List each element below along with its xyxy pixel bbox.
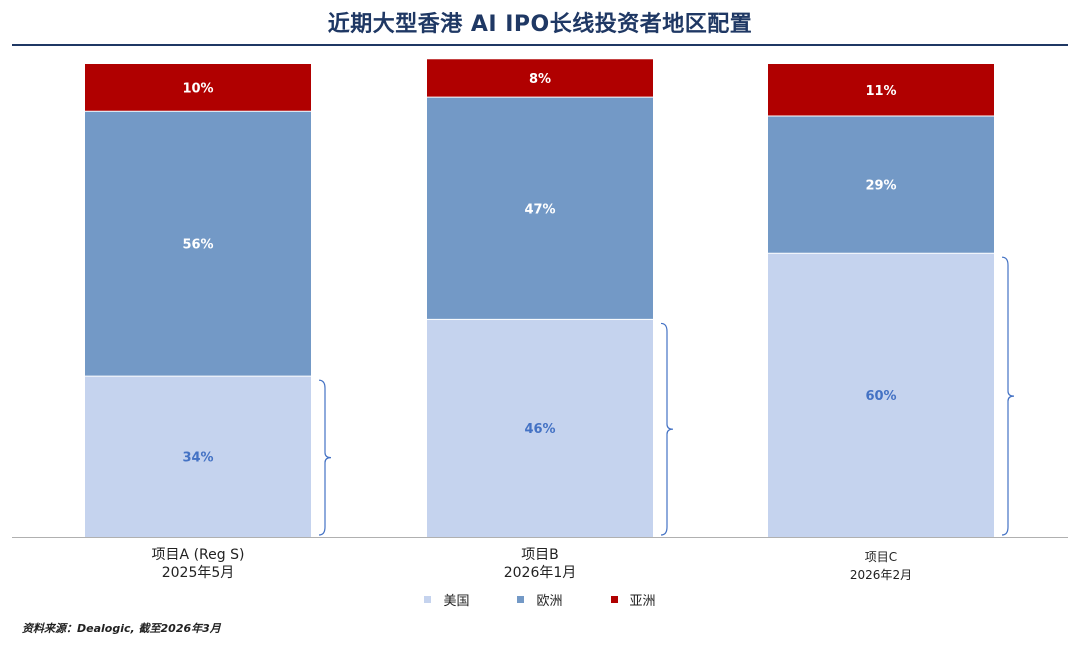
legend-swatch-europe (517, 596, 525, 603)
category-date: 2026年2月 (849, 568, 913, 582)
data-label: 8% (529, 72, 551, 87)
bar-segment-2-1 (427, 319, 653, 537)
category-name: 项目A (Reg S) (151, 547, 245, 563)
legend-swatch-asia (610, 596, 618, 603)
category-date: 2026年1月 (503, 565, 577, 581)
data-label: 47% (524, 202, 555, 217)
chart-title: 近期大型香港 AI IPO长线投资者地区配置 (327, 12, 753, 37)
legend-item-asia: 亚洲 (610, 590, 656, 609)
data-label: 60% (865, 389, 896, 404)
category-label-project-a: 项目A (Reg S) 2025年5月 (68, 546, 328, 582)
chart-legend: 美国 欧洲 亚洲 (0, 590, 1080, 609)
brace-bracket (660, 322, 674, 536)
bar-segment-3-2 (768, 116, 994, 254)
category-name: 项目B (521, 547, 559, 563)
data-label: 29% (865, 179, 896, 194)
bar-segment-2-3 (427, 59, 653, 98)
bar-segment-1-3 (85, 64, 311, 112)
legend-label-europe: 欧洲 (536, 594, 563, 609)
category-label-project-c: 项目C 2026年2月 (751, 548, 1011, 584)
category-date: 2025年5月 (161, 565, 235, 581)
legend-item-us: 美国 (424, 590, 469, 609)
bar-segment-3-1 (768, 253, 994, 537)
category-label-project-b: 项目B 2026年1月 (410, 546, 670, 582)
legend-swatch-us (424, 596, 432, 603)
title-divider (12, 44, 1068, 46)
legend-item-europe: 欧洲 (517, 590, 563, 609)
data-label: 11% (865, 84, 896, 99)
data-label: 10% (182, 82, 213, 97)
bar-segment-1-2 (85, 111, 311, 377)
data-label: 56% (182, 238, 213, 253)
data-label: 34% (182, 451, 213, 466)
category-name: 项目C (864, 550, 898, 564)
brace-bracket (1001, 256, 1015, 536)
legend-label-asia: 亚洲 (629, 594, 656, 609)
source-note: 资料来源：Dealogic, 截至2026年3月 (22, 622, 221, 635)
brace-bracket (318, 379, 332, 536)
bar-segment-2-2 (427, 97, 653, 320)
bar-segment-3-3 (768, 64, 994, 117)
legend-label-us: 美国 (443, 594, 470, 609)
data-label: 46% (524, 422, 555, 437)
bar-segment-1-1 (85, 376, 311, 537)
